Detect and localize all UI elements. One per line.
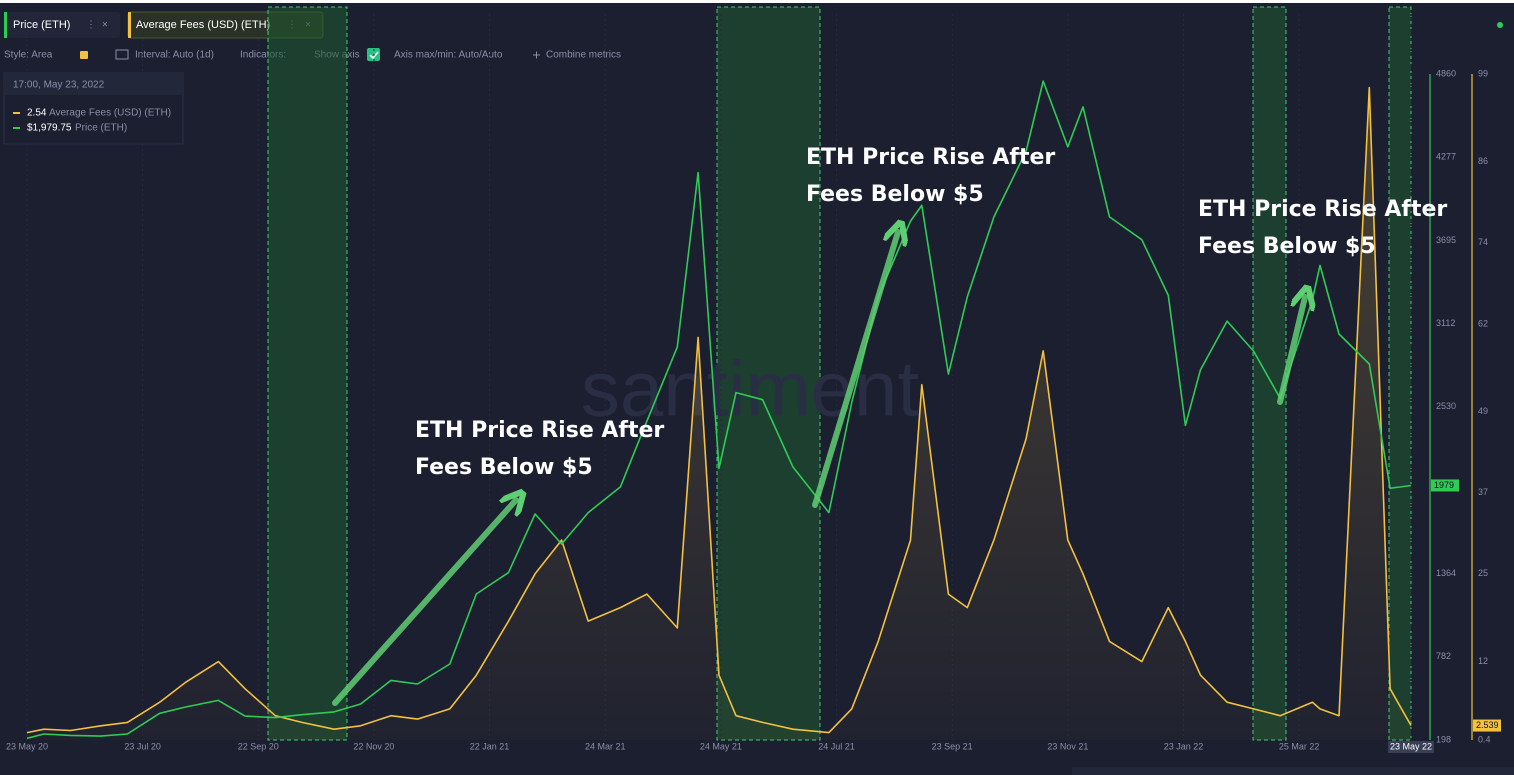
tooltip-date: 17:00, May 23, 2022 bbox=[13, 80, 105, 91]
x-tick-label: 24 Jul 21 bbox=[818, 741, 855, 751]
x-tick-label: 22 Nov 20 bbox=[353, 741, 394, 751]
y2-tick-label: 99 bbox=[1478, 68, 1488, 78]
tooltip-name: Price (ETH) bbox=[75, 123, 127, 134]
interval-select[interactable]: Interval: Auto (1d) bbox=[135, 50, 214, 61]
y-tick-label: 1364 bbox=[1436, 568, 1456, 578]
y-tick-label: 198 bbox=[1436, 734, 1451, 744]
tab-accent bbox=[4, 12, 7, 38]
checkmark bbox=[369, 51, 379, 60]
annotation: Fees Below $5 bbox=[415, 455, 593, 480]
interval-icon bbox=[115, 49, 129, 60]
y-tick-label: 4860 bbox=[1436, 68, 1456, 78]
y2-tick-label: 49 bbox=[1478, 406, 1488, 416]
y-tick-label: 4277 bbox=[1436, 152, 1456, 162]
tooltip-header bbox=[4, 73, 183, 95]
indicators-select[interactable]: Indicators: bbox=[240, 50, 286, 61]
value-badge-label: 2.539 bbox=[1476, 720, 1499, 730]
tab-accent bbox=[128, 12, 131, 38]
axis-select[interactable]: Axis max/min: Auto/Auto bbox=[394, 50, 503, 61]
annotation: Fees Below $5 bbox=[1198, 234, 1376, 259]
x-tick-label: 23 Jan 22 bbox=[1164, 741, 1204, 751]
highlight-period bbox=[1252, 6, 1287, 741]
y2-tick-label: 12 bbox=[1478, 656, 1488, 666]
value-badge bbox=[1431, 479, 1459, 492]
tooltip-name: Average Fees (USD) (ETH) bbox=[49, 108, 171, 119]
tooltip-value: $1,979.75 bbox=[27, 123, 72, 134]
series-line bbox=[26, 80, 1412, 740]
y-tick-label: 782 bbox=[1436, 651, 1451, 661]
tab[interactable] bbox=[4, 12, 120, 38]
tooltip-value: 2.54 bbox=[27, 108, 47, 119]
value-badge bbox=[1473, 719, 1501, 732]
navigator[interactable] bbox=[1072, 767, 1514, 775]
x-tick-label: 23 Nov 21 bbox=[1047, 741, 1088, 751]
x-tick-highlight bbox=[1388, 741, 1434, 753]
y2-tick-label: 25 bbox=[1478, 568, 1488, 578]
tab-close[interactable]: × bbox=[102, 20, 108, 31]
value-badge-label: 1979 bbox=[1434, 480, 1454, 490]
x-tick-label: 23 May 22 bbox=[1390, 741, 1432, 751]
arrow bbox=[1277, 297, 1305, 405]
x-tick-label: 23 May 20 bbox=[6, 741, 48, 751]
highlight-period bbox=[716, 6, 821, 741]
color-swatch[interactable] bbox=[80, 51, 88, 59]
y2-tick-label: 37 bbox=[1478, 487, 1488, 497]
highlight-period bbox=[1388, 6, 1412, 741]
x-tick-label: 22 Jan 21 bbox=[470, 741, 510, 751]
y2-tick-label: 74 bbox=[1478, 237, 1488, 247]
tab-label: Price (ETH) bbox=[13, 19, 70, 31]
highlight-period bbox=[267, 6, 348, 741]
x-tick-label: 22 Sep 20 bbox=[238, 741, 279, 751]
series-line bbox=[26, 86, 1412, 734]
tab-menu[interactable]: ⋮ bbox=[86, 20, 96, 31]
y2-tick-label: 86 bbox=[1478, 156, 1488, 166]
combine-metrics[interactable]: Combine metrics bbox=[546, 50, 621, 61]
y-tick-label: 2530 bbox=[1436, 401, 1456, 411]
annotation: ETH Price Rise After bbox=[1198, 197, 1447, 222]
arrow bbox=[332, 500, 516, 706]
annotation: ETH Price Rise After bbox=[806, 145, 1055, 170]
annotation: ETH Price Rise After bbox=[415, 418, 664, 443]
x-tick-label: 24 Mar 21 bbox=[585, 741, 626, 751]
tab-label: Average Fees (USD) (ETH) bbox=[136, 19, 270, 31]
fee-area bbox=[26, 87, 1411, 740]
arrow bbox=[812, 232, 898, 508]
y-tick-label: 3695 bbox=[1436, 235, 1456, 245]
y2-tick-label: 62 bbox=[1478, 318, 1488, 328]
x-tick-label: 25 Mar 22 bbox=[1279, 741, 1320, 751]
y-tick-label: 3112 bbox=[1436, 318, 1455, 328]
y2-tick-label: 0.4 bbox=[1478, 734, 1491, 744]
status-dot bbox=[1497, 22, 1503, 28]
x-tick-label: 24 May 21 bbox=[700, 741, 742, 751]
plus-icon bbox=[533, 51, 540, 59]
style-select[interactable]: Style: Area bbox=[4, 50, 53, 61]
top-edge bbox=[0, 0, 1514, 3]
x-tick-label: 23 Jul 20 bbox=[124, 741, 161, 751]
annotation: Fees Below $5 bbox=[806, 182, 984, 207]
x-tick-label: 23 Sep 21 bbox=[932, 741, 973, 751]
